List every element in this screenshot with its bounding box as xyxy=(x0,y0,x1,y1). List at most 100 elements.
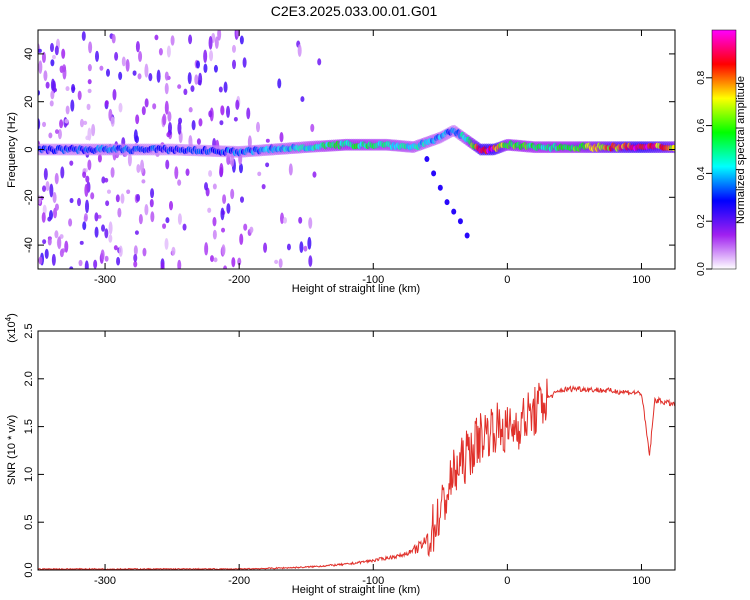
speckle xyxy=(261,184,266,190)
speckle xyxy=(232,59,237,70)
speckle xyxy=(196,138,201,145)
speckle xyxy=(278,258,283,269)
y-tick-label: -20 xyxy=(23,189,35,205)
speckle xyxy=(274,259,279,265)
speckle xyxy=(77,90,82,101)
speckle xyxy=(230,188,235,200)
speckle xyxy=(174,166,179,180)
snr-exponent-label: (x104) xyxy=(4,313,18,343)
speckle xyxy=(64,240,69,253)
speckle xyxy=(100,249,105,260)
speckle xyxy=(140,159,145,174)
speckle xyxy=(303,245,308,252)
speckle xyxy=(114,51,119,61)
speckle xyxy=(79,118,84,128)
speckle xyxy=(104,228,109,239)
speckle xyxy=(38,60,43,74)
speckle xyxy=(239,196,244,203)
speckle xyxy=(164,238,169,250)
speckle xyxy=(60,166,65,179)
y-tick-label: 20 xyxy=(23,96,35,108)
speckle xyxy=(61,48,66,59)
speckle xyxy=(209,50,214,62)
speckle xyxy=(87,159,92,171)
speckle xyxy=(50,59,55,67)
speckle xyxy=(212,229,217,240)
speckle xyxy=(204,182,209,191)
tail-cell xyxy=(451,208,457,215)
speckle xyxy=(308,255,313,267)
speckle xyxy=(118,102,123,113)
speckle xyxy=(54,129,59,134)
speckle xyxy=(226,105,231,118)
speckle xyxy=(185,168,190,176)
x-tick-label: 0 xyxy=(504,575,510,587)
snr-y-ticks: 0.0 0.5 1.0 1.5 2.0 2.5 xyxy=(23,323,675,578)
speckle xyxy=(49,183,54,198)
speckle xyxy=(164,82,169,95)
speckle xyxy=(44,248,49,260)
tail-cell xyxy=(464,232,470,239)
y-tick-label: 1.5 xyxy=(23,419,35,434)
speckle xyxy=(87,64,92,72)
speckle xyxy=(279,132,284,143)
speckle xyxy=(110,167,115,178)
speckle xyxy=(212,183,217,190)
speckle xyxy=(42,185,47,192)
speckle xyxy=(310,123,315,133)
speckle xyxy=(141,106,146,116)
speckle xyxy=(88,41,93,54)
speckle xyxy=(86,103,91,111)
speckle xyxy=(154,34,159,41)
speckle xyxy=(50,78,55,92)
speckle xyxy=(196,60,201,69)
speckle xyxy=(132,70,137,76)
speckle xyxy=(41,51,46,63)
speckle xyxy=(169,200,174,211)
speckle xyxy=(239,233,244,246)
speckle xyxy=(149,198,154,208)
x-tick-label: -100 xyxy=(362,575,384,587)
speckle xyxy=(81,31,86,41)
speckle xyxy=(133,253,138,263)
tail-cell xyxy=(424,156,430,163)
speckle xyxy=(166,45,171,58)
speckle xyxy=(59,234,64,239)
speckle xyxy=(307,236,312,250)
speckle xyxy=(135,114,140,125)
speckle xyxy=(223,265,228,269)
speckle xyxy=(85,135,90,141)
speckle xyxy=(115,194,120,203)
speckle xyxy=(95,50,100,62)
speckle xyxy=(87,88,92,94)
speckle xyxy=(38,48,42,53)
speckle xyxy=(222,194,227,205)
spectrogram-x-axis-label: Height of straight line (km) xyxy=(292,283,420,295)
speckle xyxy=(204,242,209,256)
speckle xyxy=(104,177,109,183)
speckle xyxy=(84,183,89,197)
speckle xyxy=(190,85,195,93)
speckle xyxy=(113,245,118,251)
speckle xyxy=(112,89,117,101)
speckle xyxy=(194,74,199,85)
speckle xyxy=(165,159,170,170)
speckle xyxy=(93,259,98,269)
speckle xyxy=(177,121,182,135)
speckle xyxy=(133,129,138,143)
speckle xyxy=(77,197,82,207)
speckle xyxy=(177,259,182,269)
speckle xyxy=(158,48,163,56)
spectrogram-y-ticks: -40 -20 0 20 40 xyxy=(23,48,675,253)
tail-cell xyxy=(437,184,443,191)
speckle xyxy=(138,213,143,225)
speckle xyxy=(94,212,99,222)
speckle xyxy=(218,86,223,93)
y-tick-label: 1.0 xyxy=(23,467,35,482)
speckle xyxy=(54,45,59,56)
speckle xyxy=(308,217,313,229)
speckle xyxy=(127,153,132,167)
speckle xyxy=(99,65,104,71)
speckle xyxy=(183,88,188,96)
speckle xyxy=(263,242,268,253)
